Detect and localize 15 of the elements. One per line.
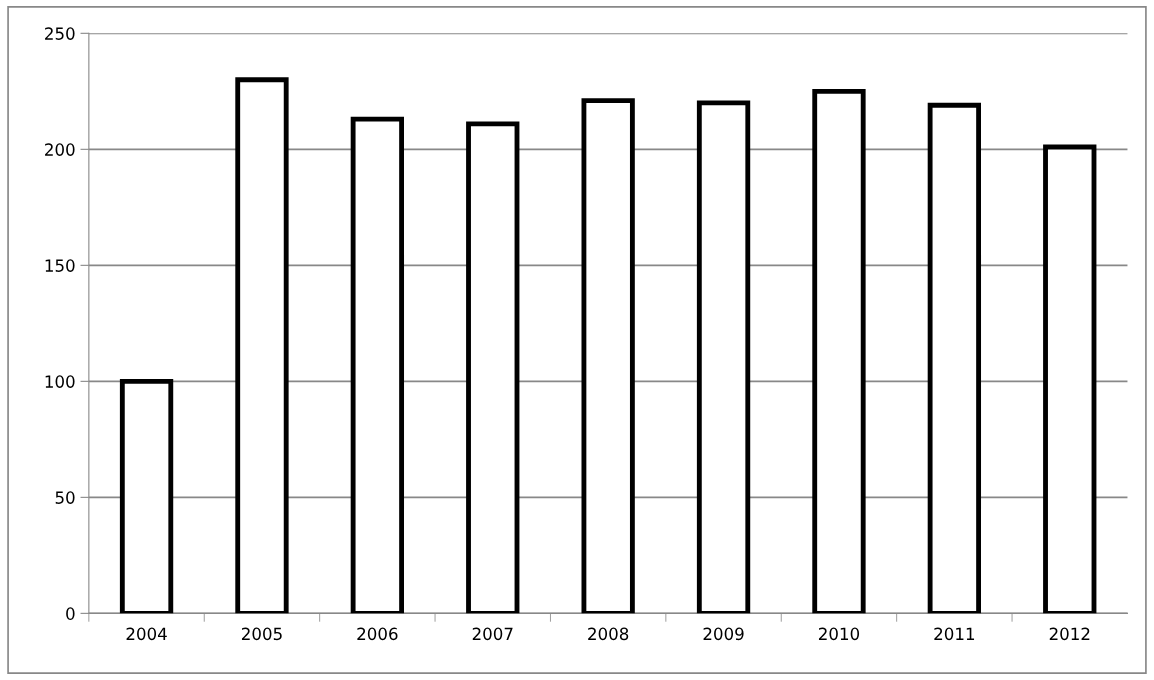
x-tick-label: 2008 bbox=[588, 627, 629, 641]
x-tick-label: 2006 bbox=[357, 627, 398, 641]
y-tick-label: 200 bbox=[45, 143, 75, 156]
y-tick-label: 50 bbox=[55, 491, 75, 504]
y-tick-label: 250 bbox=[45, 27, 75, 40]
x-tick-label: 2009 bbox=[703, 627, 744, 641]
y-tick-label: 100 bbox=[45, 375, 75, 388]
x-tick-label: 2005 bbox=[241, 627, 282, 641]
x-tick-label: 2004 bbox=[126, 627, 167, 641]
x-tick-label: 2011 bbox=[934, 627, 975, 641]
x-tick-label: 2012 bbox=[1049, 627, 1090, 641]
x-tick-label: 2010 bbox=[818, 627, 860, 641]
y-tick-label: 0 bbox=[66, 607, 75, 620]
x-tick-label: 2007 bbox=[472, 627, 513, 641]
y-tick-label: 150 bbox=[45, 259, 75, 272]
